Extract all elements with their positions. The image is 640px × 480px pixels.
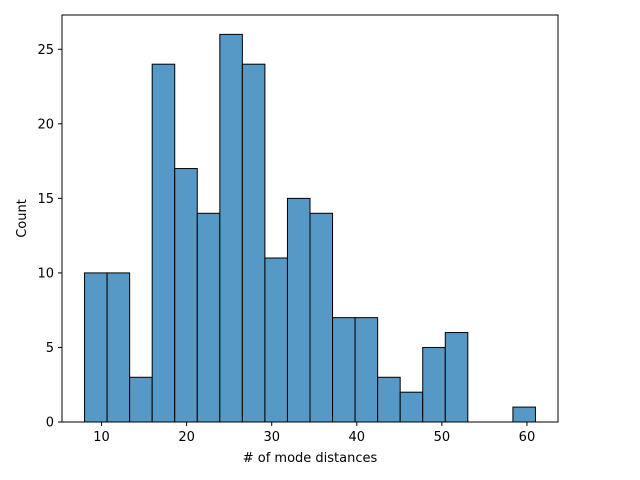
plot-area-frame <box>61 14 559 423</box>
histogram-bar-19 <box>512 406 536 423</box>
x-tick-label-10: 10 <box>93 430 110 445</box>
histogram-bar-6 <box>219 33 243 423</box>
x-tick-label-20: 20 <box>178 430 195 445</box>
x-tick-label-50: 50 <box>434 430 451 445</box>
y-axis-label: Count <box>15 199 30 238</box>
histogram-bar-16 <box>444 332 469 423</box>
histogram-bar-10 <box>309 212 334 423</box>
y-tick-label-25: 25 <box>37 43 54 58</box>
y-tick-label-5: 5 <box>46 341 54 356</box>
histogram-bar-8 <box>264 257 288 423</box>
histogram-bar-15 <box>422 346 446 423</box>
y-tick-label-0: 0 <box>46 416 54 431</box>
x-axis-ticks: 10 20 30 40 50 60 <box>93 422 535 445</box>
histogram-bar-14 <box>399 391 424 423</box>
histogram-bar-0 <box>84 272 108 423</box>
y-tick-label-15: 15 <box>37 192 54 207</box>
y-tick-label-10: 10 <box>37 266 54 281</box>
histogram-bar-13 <box>377 376 401 423</box>
histogram-bar-3 <box>151 63 176 423</box>
histogram-bar-11 <box>332 317 356 423</box>
histogram-bar-5 <box>196 212 221 423</box>
histogram-bars <box>84 33 536 423</box>
histogram-bar-4 <box>174 168 198 423</box>
histogram-bar-12 <box>354 317 379 423</box>
histogram-bar-9 <box>286 197 311 423</box>
x-axis-label: # of mode distances <box>243 451 378 466</box>
y-axis-ticks: 0 5 10 15 20 25 <box>37 43 62 431</box>
x-tick-label-60: 60 <box>519 430 536 445</box>
histogram-bar-2 <box>129 376 153 423</box>
x-tick-label-30: 30 <box>263 430 280 445</box>
histogram-bar-7 <box>241 63 266 423</box>
y-tick-label-20: 20 <box>37 117 54 132</box>
histogram-bar-1 <box>106 272 131 423</box>
x-tick-label-40: 40 <box>349 430 366 445</box>
